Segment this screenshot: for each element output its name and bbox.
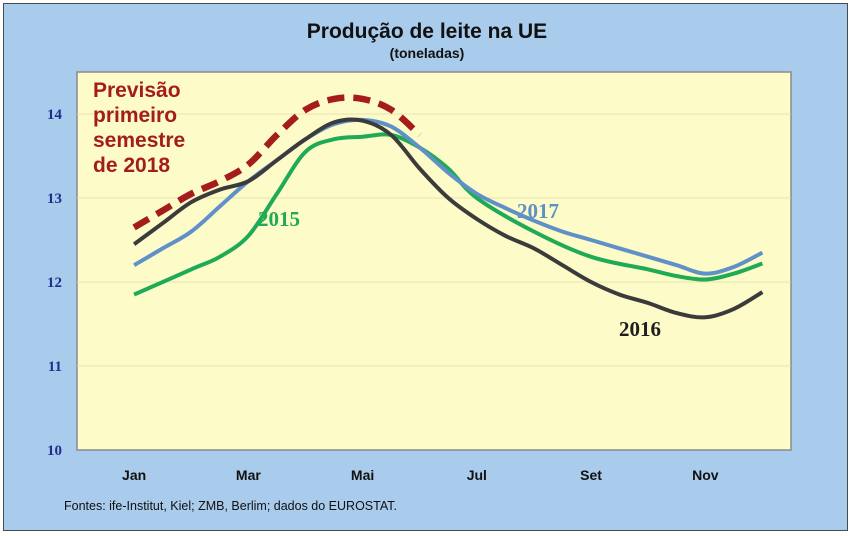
forecast-line-1: Previsão: [93, 79, 181, 102]
series-line-2016: [132, 117, 764, 320]
plot-area: [76, 71, 792, 451]
y-tick-label-11: 11: [48, 359, 62, 375]
chart-subtitle: (toneladas): [390, 45, 465, 61]
x-tick-label-mai: Mai: [351, 467, 374, 483]
series-lines: [132, 94, 764, 320]
forecast-line-4: de 2018: [93, 154, 170, 177]
x-tick-label-set: Set: [580, 467, 602, 483]
y-tick-label-14: 14: [47, 107, 63, 123]
series-line-2017: [133, 117, 764, 276]
y-tick-label-10: 10: [47, 443, 62, 459]
x-tick-label-nov: Nov: [692, 467, 719, 483]
x-tick-label-mar: Mar: [236, 467, 261, 483]
milk-production-chart: Produção de leite na UE (toneladas) 10 11…: [47, 20, 792, 513]
series-line-forecast-2018: [132, 94, 422, 231]
forecast-line-2: primeiro: [93, 104, 177, 127]
y-tick-label-12: 12: [47, 275, 62, 291]
forecast-line-3: semestre: [93, 129, 185, 152]
series-label-2017: 2017: [517, 199, 559, 223]
y-tick-label-13: 13: [47, 191, 62, 207]
x-tick-label-jan: Jan: [122, 467, 146, 483]
series-label-2015: 2015: [258, 207, 300, 231]
x-tick-label-jul: Jul: [467, 467, 487, 483]
forecast-annotation: Previsão primeiro semestre de 2018: [93, 79, 185, 177]
y-axis-ticks: 10 11 12 13 14: [47, 107, 63, 459]
series-label-2016: 2016: [619, 317, 661, 341]
source-note: Fontes: ife-Institut, Kiel; ZMB, Berlim;…: [64, 499, 397, 513]
x-axis-ticks: Jan Mar Mai Jul Set Nov: [122, 467, 719, 483]
chart-title: Produção de leite na UE: [307, 20, 547, 43]
chart-frame: Produção de leite na UE (toneladas) 10 11…: [3, 3, 848, 531]
